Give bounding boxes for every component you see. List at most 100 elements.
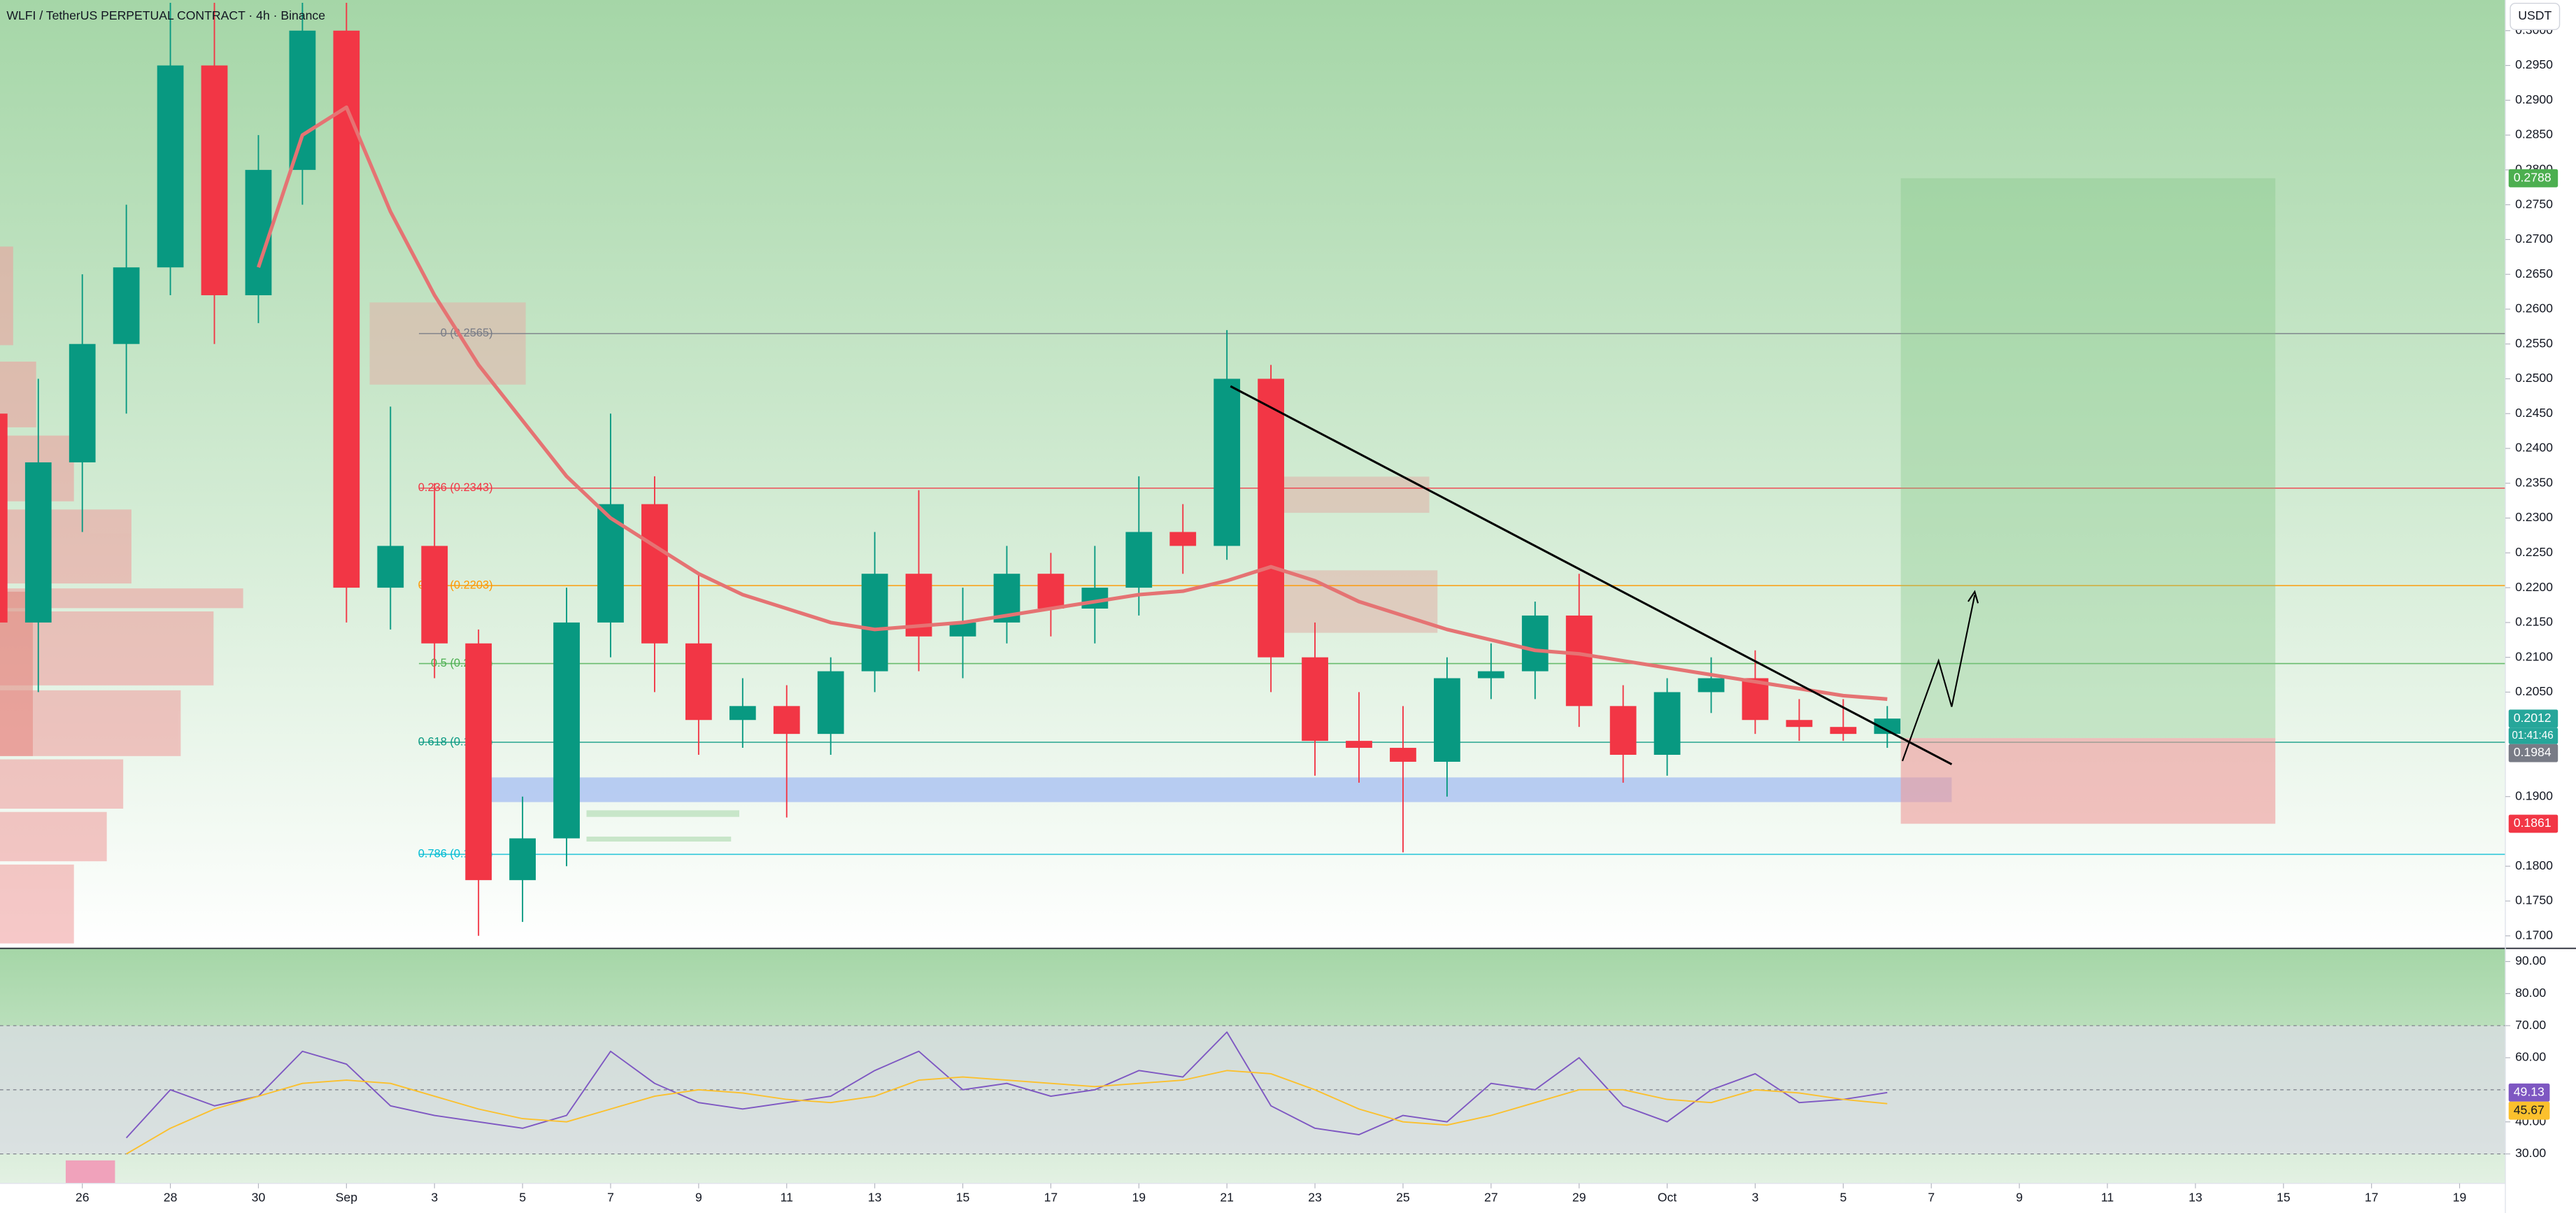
y-tick-label: 0.2650 [2515,267,2553,281]
zone-line [586,836,732,842]
rsi-value-tag [2508,1101,2550,1120]
y-tick-label: 0.2150 [2515,615,2553,629]
drawings [1230,385,1979,765]
candle-body [201,65,228,296]
rsi-value-tag [2508,1083,2550,1102]
rsi-line [126,1070,1888,1155]
x-tick-label: 13 [2189,1191,2203,1205]
candle-body [1081,588,1109,609]
x-tick-label: 15 [2277,1191,2291,1205]
zone-box [1279,476,1430,513]
y-tick-label: 0.2550 [2515,336,2553,350]
x-tick-label: Oct [1658,1191,1677,1205]
candle-body [1742,678,1769,721]
price-tag-label: 0.1984 [2514,745,2552,759]
x-tick-label: 3 [1752,1191,1759,1205]
stop-zone [1900,738,2276,824]
candle-body [773,706,800,735]
candle-body [1346,741,1372,749]
candle-body [245,169,272,296]
candle-body [685,643,712,721]
y-tick-label: 90.00 [2515,953,2546,967]
price-tag [2508,814,2559,833]
candle-body [1477,671,1504,679]
price-tag-label: 0.2788 [2514,170,2552,184]
candle-body [1521,615,1549,672]
y-tick-label: 0.2750 [2515,197,2553,211]
candle-body [1125,532,1153,588]
x-tick-label: 5 [1840,1191,1846,1205]
currency-button[interactable] [2510,2,2561,30]
price-tag [2508,709,2559,728]
countdown-label: 01:41:46 [2512,730,2553,742]
candle-body [113,267,140,344]
candle-body [641,504,668,644]
fib-label: 0.236 (0.2343) [418,481,493,494]
price-layer: 0 (0.2565)0.236 (0.2343)0.382 (0.2203)0.… [0,2,2505,936]
x-tick-label: 7 [607,1191,614,1205]
y-tick-label: 0.1700 [2515,928,2553,942]
x-tick-label: Sep [336,1191,358,1205]
candle-body [289,30,316,170]
chart-title: WLFI / TetherUS PERPETUAL CONTRACT · 4h … [6,8,325,22]
y-tick-label: 0.2700 [2515,232,2553,246]
x-tick-label: 26 [76,1191,90,1205]
rsi-value-label: 45.67 [2514,1102,2545,1116]
x-tick-label: 11 [2101,1191,2114,1205]
candle-body [1258,378,1285,658]
currency-label[interactable]: USDT [2518,8,2552,22]
x-tick-label: 9 [695,1191,702,1205]
x-tick-label: 15 [956,1191,970,1205]
candle-body [69,343,96,462]
x-tick-label: 5 [519,1191,526,1205]
x-tick-label: 28 [164,1191,178,1205]
trendline [1230,385,1953,765]
x-tick-label: 7 [1928,1191,1935,1205]
y-tick-label: 0.2900 [2515,92,2553,106]
rsi-oversold-fill [65,1160,115,1184]
x-tick-label: 27 [1484,1191,1498,1205]
candle-body [1434,678,1460,762]
y-tick-label: 0.2450 [2515,406,2553,420]
candle-body [0,413,8,623]
rsi-band [0,1026,2505,1154]
candle-body [1037,574,1065,609]
y-tick-label: 70.00 [2515,1018,2546,1032]
rsi-line [125,1031,1888,1139]
candle-body [817,671,844,735]
y-tick-label: 0.2200 [2515,580,2553,594]
y-tick-label: 30.00 [2515,1146,2546,1160]
countdown-tag [2508,728,2559,744]
y-tick-label: 0.2300 [2515,510,2553,524]
y-tick-label: 0.2500 [2515,371,2553,385]
x-tick-label: 13 [868,1191,882,1205]
candle-body [421,546,448,644]
x-tick-label: 29 [1572,1191,1586,1205]
x-tick-label: 3 [431,1191,438,1205]
candle-body [1214,378,1241,546]
y-tick-label: 0.2250 [2515,545,2553,559]
candle-body [729,706,756,721]
y-tick-label: 0.2850 [2515,127,2553,141]
candle-body [377,546,404,588]
projection-arrow [1901,595,1976,762]
price-tag [2508,169,2559,187]
price-tag-label: 0.1861 [2514,816,2552,830]
y-tick-label: 0.2950 [2515,57,2553,71]
zone-line [586,810,739,817]
candle-body [465,643,492,881]
candle-body [1609,706,1637,755]
candle-body [1390,748,1416,762]
rsi-layer [0,1025,2505,1184]
y-tick-label: 0.2100 [2515,649,2553,663]
arrow-head [1967,590,1979,604]
support-zone [468,777,1952,802]
candle-body [1302,657,1328,742]
candle-body [861,574,888,672]
x-tick-label: 17 [1044,1191,1058,1205]
x-tick-label: 17 [2365,1191,2379,1205]
candle-body [553,622,580,839]
y-tick-label: 80.00 [2515,986,2546,1000]
